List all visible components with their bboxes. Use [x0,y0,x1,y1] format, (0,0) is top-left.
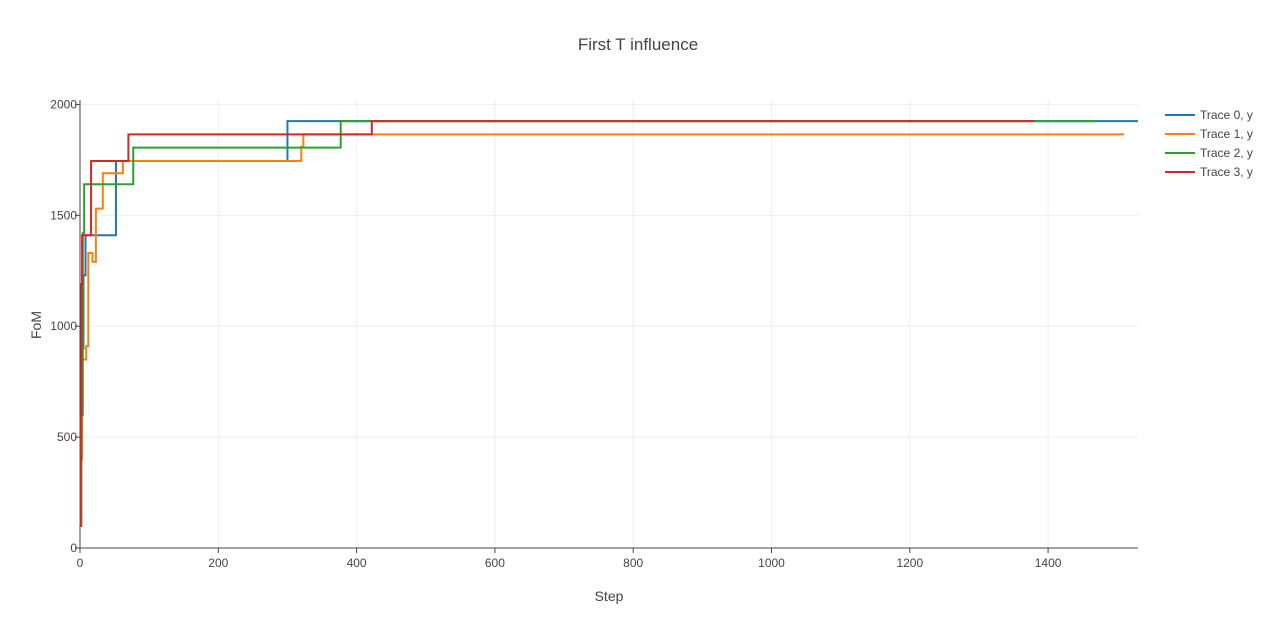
legend-label: Trace 2, y [1200,146,1253,160]
grid [80,100,1138,548]
legend-label: Trace 1, y [1200,127,1253,141]
y-tick-label: 500 [57,430,77,444]
legend-label: Trace 0, y [1200,108,1253,122]
legend-item-1[interactable]: Trace 1, y [1165,127,1253,141]
axes [79,100,1138,549]
y-tick-label: 2000 [50,97,77,111]
series-line-1[interactable] [79,133,1125,527]
plot-series [79,120,1138,527]
x-tick-label: 1200 [896,556,923,570]
x-tick-label: 600 [485,556,505,570]
legend-item-2[interactable]: Trace 2, y [1165,146,1253,160]
x-axis-title: Step [595,588,624,604]
x-tick-label: 0 [77,556,84,570]
y-tick-label: 0 [70,541,77,555]
legend-item-0[interactable]: Trace 0, y [1165,108,1253,122]
series-line-0[interactable] [79,120,1138,523]
legend-item-3[interactable]: Trace 3, y [1165,165,1253,179]
legend[interactable]: Trace 0, y Trace 1, y Trace 2, y Trace 3, y [1165,108,1253,179]
x-axis-ticks: 0 200 400 600 800 1000 1200 1400 [77,548,1062,570]
series-line-3[interactable] [79,120,1035,527]
x-tick-label: 1000 [758,556,785,570]
y-axis-ticks: 0 500 1000 1500 2000 [50,97,80,555]
y-tick-label: 1500 [50,208,77,222]
y-axis-title: FoM [28,311,44,339]
series-line-2[interactable] [80,120,1097,527]
y-tick-label: 1000 [50,319,77,333]
x-tick-label: 1400 [1035,556,1062,570]
chart-title: First T influence [578,35,698,54]
x-tick-label: 800 [623,556,643,570]
x-tick-label: 200 [208,556,228,570]
legend-label: Trace 3, y [1200,165,1253,179]
x-tick-label: 400 [347,556,367,570]
